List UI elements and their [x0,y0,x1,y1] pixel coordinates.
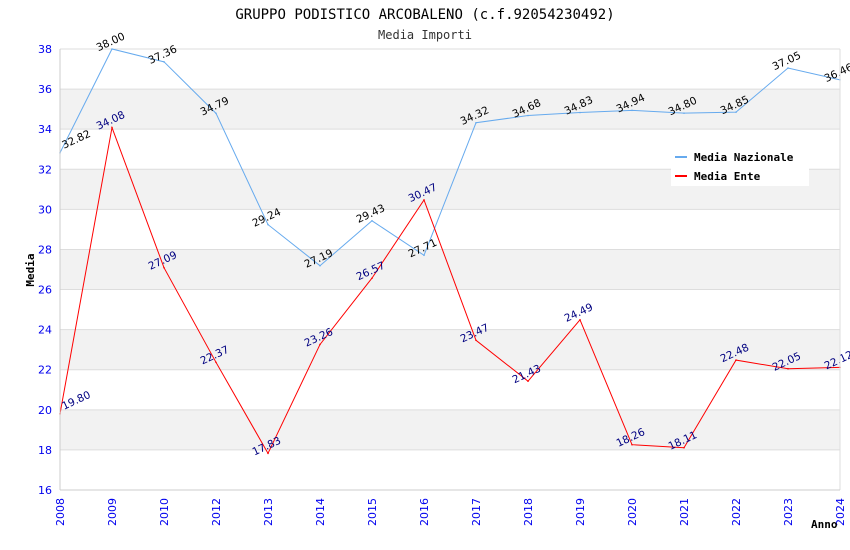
legend: Media Nazionale Media Ente [671,145,809,186]
data-label: 37.36 [147,43,180,67]
y-axis-label: Media [24,253,37,286]
data-point [683,446,685,449]
data-point [527,380,529,382]
data-point [631,443,633,446]
y-tick-label: 32 [38,163,52,176]
legend-label: Media Nazionale [694,151,794,164]
x-tick-label: 2016 [418,498,431,526]
data-point [475,339,477,342]
data-label: 32.82 [60,128,92,152]
data-point [423,199,425,201]
legend-label: Media Ente [694,170,761,183]
y-tick-label: 34 [38,123,52,136]
data-point [111,126,113,129]
data-point [423,254,425,257]
data-label: 36.46 [823,61,850,85]
chart-subtitle: Media Importi [378,28,472,42]
x-tick-label: 2017 [470,498,483,526]
data-point [787,67,789,69]
x-tick-label: 2019 [574,498,587,526]
data-point [683,112,685,114]
data-point [111,48,113,50]
x-tick-label: 2008 [54,498,67,526]
data-point [787,367,789,370]
x-tick-label: 2024 [834,498,847,526]
data-point [475,121,477,124]
y-tick-label: 16 [38,484,52,497]
x-tick-label: 2020 [626,498,639,526]
data-point [215,112,217,115]
series-line-media-nazionale [59,48,841,267]
grid-band [60,409,840,450]
chart-title: GRUPPO PODISTICO ARCOBALENO (c.f.9205423… [235,7,614,23]
x-tick-label: 2023 [782,498,795,526]
x-tick-label: 2014 [314,498,327,526]
data-point [735,111,737,113]
data-point [267,223,269,226]
x-axis-label: Anno [811,518,838,531]
x-tick-label: 2009 [106,498,119,526]
y-tick-label: 24 [38,324,52,337]
grid-band [60,89,840,130]
y-tick-label: 36 [38,83,52,96]
data-point [527,114,529,117]
grid-band [60,329,840,370]
y-tick-label: 22 [38,364,52,377]
data-point [735,359,737,361]
data-point [163,61,165,63]
x-tick-label: 2022 [730,498,743,526]
legend-box [671,145,809,186]
data-label: 19.80 [60,389,92,413]
x-tick-label: 2010 [158,498,171,526]
y-tick-label: 26 [38,284,52,297]
y-tick-label: 28 [38,243,52,256]
y-tick-label: 20 [38,404,52,417]
series-line-media-ente [59,125,841,455]
data-point [371,277,373,279]
x-tick-label: 2013 [262,498,275,526]
x-tick-label: 2021 [678,498,691,526]
data-point [579,319,581,321]
data-point [163,266,165,269]
data-point [319,264,321,267]
data-point [215,361,217,364]
x-tick-label: 2012 [210,498,223,526]
data-point [319,343,321,346]
data-point [267,452,269,455]
data-point [579,111,581,114]
y-tick-label: 38 [38,43,52,56]
y-tick-label: 18 [38,444,52,457]
x-tick-label: 2018 [522,498,535,526]
data-point [631,109,633,112]
data-point [371,219,373,222]
y-tick-label: 30 [38,203,52,216]
x-tick-label: 2015 [366,498,379,526]
